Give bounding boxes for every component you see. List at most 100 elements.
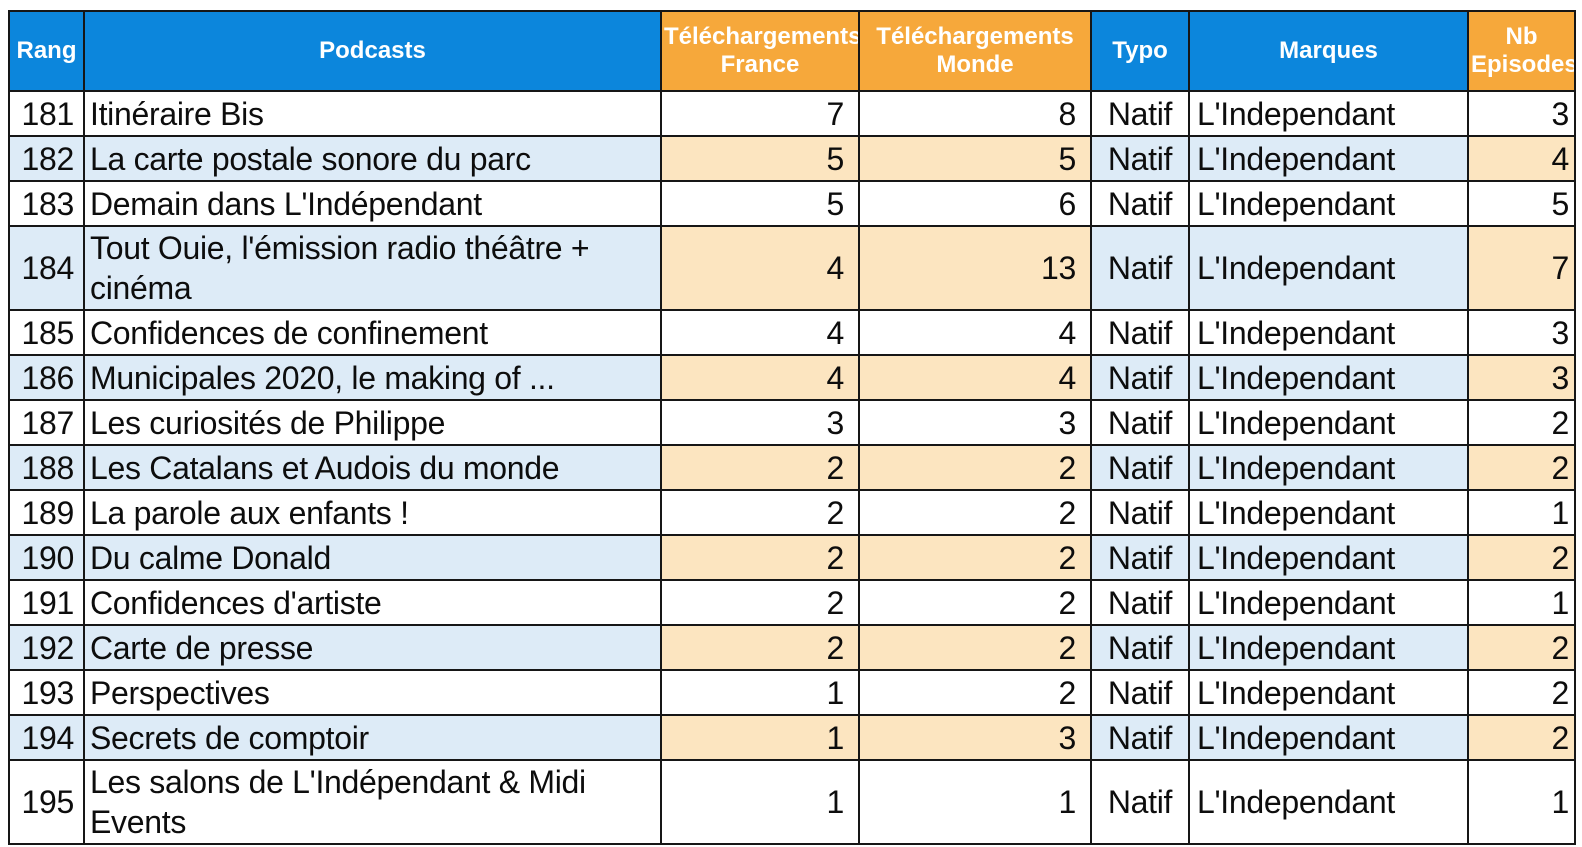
cell-nb_episodes[interactable]: 1: [1467, 759, 1576, 845]
cell-nb_episodes[interactable]: 4: [1467, 135, 1576, 182]
cell-nb_episodes[interactable]: 1: [1467, 579, 1576, 626]
cell-dl_monde[interactable]: 3: [858, 714, 1092, 761]
cell-dl_france[interactable]: 2: [660, 534, 860, 581]
cell-typo[interactable]: Natif: [1090, 309, 1190, 356]
cell-nb_episodes[interactable]: 2: [1467, 669, 1576, 716]
cell-nb_episodes[interactable]: 2: [1467, 399, 1576, 446]
cell-typo[interactable]: Natif: [1090, 180, 1190, 227]
cell-dl_monde[interactable]: 5: [858, 135, 1092, 182]
cell-typo[interactable]: Natif: [1090, 714, 1190, 761]
cell-nb_episodes[interactable]: 2: [1467, 714, 1576, 761]
cell-typo[interactable]: Natif: [1090, 90, 1190, 137]
cell-podcasts[interactable]: La parole aux enfants !: [83, 489, 662, 536]
cell-dl_monde[interactable]: 2: [858, 444, 1092, 491]
header-rang[interactable]: Rang: [8, 10, 85, 92]
cell-nb_episodes[interactable]: 2: [1467, 534, 1576, 581]
cell-podcasts[interactable]: Les curiosités de Philippe: [83, 399, 662, 446]
cell-rang[interactable]: 187: [8, 399, 85, 446]
cell-dl_monde[interactable]: 2: [858, 534, 1092, 581]
cell-podcasts[interactable]: Du calme Donald: [83, 534, 662, 581]
cell-marques[interactable]: L'Independant: [1188, 579, 1469, 626]
cell-rang[interactable]: 183: [8, 180, 85, 227]
cell-dl_monde[interactable]: 2: [858, 669, 1092, 716]
cell-dl_france[interactable]: 2: [660, 624, 860, 671]
header-dl-monde[interactable]: Téléchargements Monde: [858, 10, 1092, 92]
cell-rang[interactable]: 194: [8, 714, 85, 761]
cell-rang[interactable]: 181: [8, 90, 85, 137]
cell-marques[interactable]: L'Independant: [1188, 399, 1469, 446]
cell-podcasts[interactable]: Perspectives: [83, 669, 662, 716]
cell-rang[interactable]: 192: [8, 624, 85, 671]
cell-dl_monde[interactable]: 2: [858, 579, 1092, 626]
cell-dl_monde[interactable]: 2: [858, 624, 1092, 671]
cell-typo[interactable]: Natif: [1090, 579, 1190, 626]
cell-podcasts[interactable]: Les Catalans et Audois du monde: [83, 444, 662, 491]
cell-rang[interactable]: 191: [8, 579, 85, 626]
cell-marques[interactable]: L'Independant: [1188, 225, 1469, 311]
cell-dl_monde[interactable]: 2: [858, 489, 1092, 536]
header-typo[interactable]: Typo: [1090, 10, 1190, 92]
cell-rang[interactable]: 185: [8, 309, 85, 356]
cell-podcasts[interactable]: Carte de presse: [83, 624, 662, 671]
cell-dl_france[interactable]: 5: [660, 180, 860, 227]
cell-marques[interactable]: L'Independant: [1188, 180, 1469, 227]
cell-dl_monde[interactable]: 1: [858, 759, 1092, 845]
cell-typo[interactable]: Natif: [1090, 669, 1190, 716]
cell-rang[interactable]: 189: [8, 489, 85, 536]
cell-marques[interactable]: L'Independant: [1188, 624, 1469, 671]
cell-dl_france[interactable]: 1: [660, 714, 860, 761]
cell-dl_france[interactable]: 2: [660, 444, 860, 491]
cell-podcasts[interactable]: Confidences de confinement: [83, 309, 662, 356]
cell-dl_france[interactable]: 4: [660, 225, 860, 311]
cell-dl_france[interactable]: 2: [660, 579, 860, 626]
cell-nb_episodes[interactable]: 7: [1467, 225, 1576, 311]
cell-marques[interactable]: L'Independant: [1188, 90, 1469, 137]
cell-rang[interactable]: 195: [8, 759, 85, 845]
cell-nb_episodes[interactable]: 2: [1467, 444, 1576, 491]
cell-typo[interactable]: Natif: [1090, 399, 1190, 446]
cell-typo[interactable]: Natif: [1090, 354, 1190, 401]
cell-rang[interactable]: 190: [8, 534, 85, 581]
cell-dl_monde[interactable]: 4: [858, 354, 1092, 401]
cell-podcasts[interactable]: Tout Ouie, l'émission radio théâtre + ci…: [83, 225, 662, 311]
cell-typo[interactable]: Natif: [1090, 225, 1190, 311]
cell-nb_episodes[interactable]: 3: [1467, 309, 1576, 356]
cell-rang[interactable]: 184: [8, 225, 85, 311]
cell-typo[interactable]: Natif: [1090, 624, 1190, 671]
cell-typo[interactable]: Natif: [1090, 135, 1190, 182]
cell-podcasts[interactable]: La carte postale sonore du parc: [83, 135, 662, 182]
cell-podcasts[interactable]: Confidences d'artiste: [83, 579, 662, 626]
cell-dl_france[interactable]: 1: [660, 759, 860, 845]
header-podcasts[interactable]: Podcasts: [83, 10, 662, 92]
cell-dl_france[interactable]: 5: [660, 135, 860, 182]
cell-podcasts[interactable]: Secrets de comptoir: [83, 714, 662, 761]
cell-marques[interactable]: L'Independant: [1188, 534, 1469, 581]
cell-dl_france[interactable]: 3: [660, 399, 860, 446]
cell-podcasts[interactable]: Itinéraire Bis: [83, 90, 662, 137]
cell-dl_monde[interactable]: 8: [858, 90, 1092, 137]
cell-dl_france[interactable]: 1: [660, 669, 860, 716]
cell-typo[interactable]: Natif: [1090, 489, 1190, 536]
cell-dl_france[interactable]: 2: [660, 489, 860, 536]
cell-rang[interactable]: 188: [8, 444, 85, 491]
cell-nb_episodes[interactable]: 5: [1467, 180, 1576, 227]
cell-nb_episodes[interactable]: 3: [1467, 90, 1576, 137]
header-dl-france[interactable]: Téléchargements France: [660, 10, 860, 92]
cell-nb_episodes[interactable]: 3: [1467, 354, 1576, 401]
cell-marques[interactable]: L'Independant: [1188, 135, 1469, 182]
cell-marques[interactable]: L'Independant: [1188, 669, 1469, 716]
cell-dl_monde[interactable]: 13: [858, 225, 1092, 311]
cell-marques[interactable]: L'Independant: [1188, 444, 1469, 491]
header-nb-episodes[interactable]: Nb Episodes: [1467, 10, 1576, 92]
cell-rang[interactable]: 193: [8, 669, 85, 716]
cell-rang[interactable]: 186: [8, 354, 85, 401]
cell-dl_france[interactable]: 7: [660, 90, 860, 137]
cell-marques[interactable]: L'Independant: [1188, 309, 1469, 356]
cell-marques[interactable]: L'Independant: [1188, 354, 1469, 401]
cell-dl_monde[interactable]: 4: [858, 309, 1092, 356]
cell-nb_episodes[interactable]: 2: [1467, 624, 1576, 671]
cell-typo[interactable]: Natif: [1090, 534, 1190, 581]
cell-rang[interactable]: 182: [8, 135, 85, 182]
header-marques[interactable]: Marques: [1188, 10, 1469, 92]
cell-dl_monde[interactable]: 6: [858, 180, 1092, 227]
